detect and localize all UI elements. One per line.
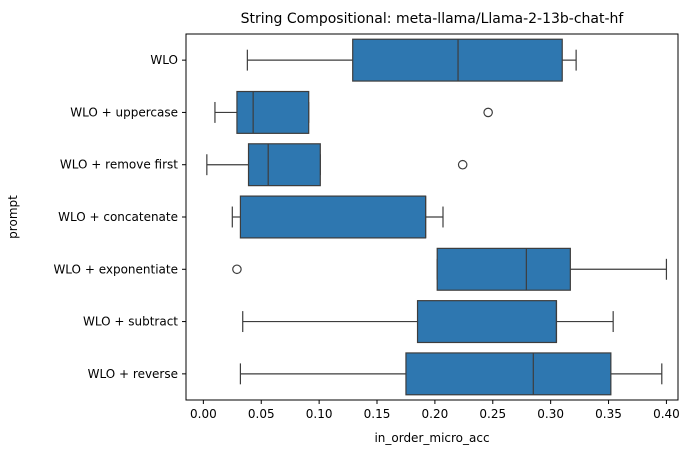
x-tick-label: 0.00 [190, 407, 217, 421]
box-5 [232, 247, 668, 291]
box-iqr [247, 143, 321, 187]
x-axis: 0.00 0.05 0.10 0.15 0.20 0.25 0.30 0.35 0.40 [190, 400, 680, 421]
x-tick-label: 0.35 [595, 407, 622, 421]
x-tick-label: 0.20 [422, 407, 449, 421]
y-tick-label: WLO + uppercase [70, 105, 178, 119]
y-axis: WLO WLO + uppercase WLO + remove first WLO … [53, 53, 186, 381]
box-4 [231, 195, 444, 239]
box-6 [242, 300, 614, 344]
box-iqr [236, 90, 310, 134]
box-3 [206, 143, 468, 187]
y-tick-label: WLO + subtract [83, 315, 178, 329]
box-iqr [405, 352, 612, 396]
chart-title: String Compositional: meta-llama/Llama-2… [241, 11, 625, 27]
y-tick-label: WLO + concatenate [58, 210, 178, 224]
x-tick-label: 0.25 [479, 407, 506, 421]
y-tick-label: WLO + reverse [88, 367, 178, 381]
x-tick-label: 0.30 [537, 407, 564, 421]
box-7 [239, 352, 663, 396]
outlier-point [457, 159, 468, 170]
y-tick-label: WLO [150, 53, 178, 67]
outlier-point [232, 264, 242, 275]
box-1 [246, 38, 577, 82]
x-axis-label: in_order_micro_acc [374, 431, 489, 445]
x-tick-label: 0.40 [653, 407, 680, 421]
x-tick-label: 0.10 [306, 407, 333, 421]
box-iqr [239, 195, 427, 239]
plot-area [206, 38, 668, 396]
box-2 [214, 90, 493, 134]
x-tick-label: 0.05 [248, 407, 275, 421]
outlier-point [483, 107, 493, 118]
y-axis-label: prompt [6, 195, 20, 239]
box-iqr [436, 247, 571, 291]
y-tick-label: WLO + exponentiate [53, 262, 178, 276]
x-tick-label: 0.15 [364, 407, 391, 421]
y-tick-label: WLO + remove first [60, 158, 178, 172]
box-iqr [416, 300, 558, 344]
